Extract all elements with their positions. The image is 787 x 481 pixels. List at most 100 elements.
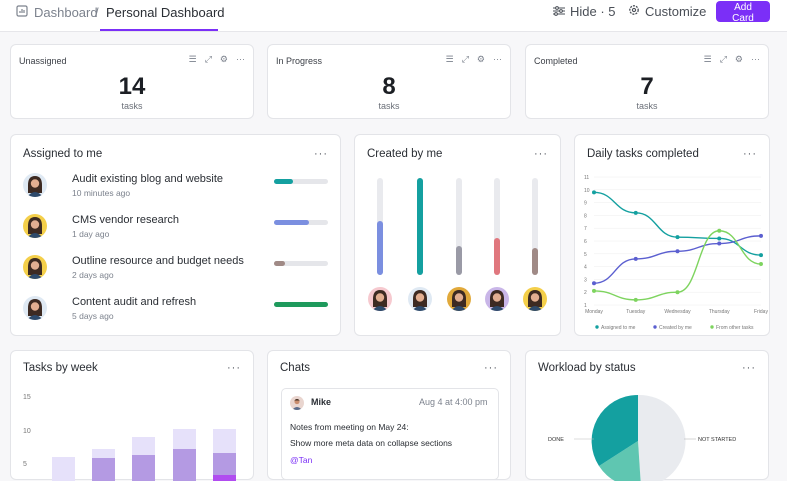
stat-title: Unassigned [19, 56, 67, 66]
week-bar-mid [173, 449, 196, 481]
progress-bar [274, 179, 328, 184]
filter-icon[interactable]: ☰ [703, 54, 712, 64]
stat-title: In Progress [276, 56, 323, 66]
workload-pie: DONE NOT STARTED [548, 394, 736, 481]
breadcrumb-current[interactable]: Personal Dashboard [106, 5, 225, 20]
x-tick-label: Tuesday [626, 309, 645, 315]
daily-line-chart: 1 2 3 4 5 6 7 8 9 10 11 Monday Tuesday Wednesday Thurs… [584, 175, 768, 331]
expand-icon[interactable]: ⤢ [204, 54, 212, 64]
y-tick-label: 9 [584, 201, 587, 207]
created-bar[interactable] [417, 178, 423, 275]
progress-fill [274, 302, 328, 307]
customize-button[interactable]: Customize [628, 4, 706, 19]
gear-icon[interactable]: ⚙ [476, 54, 485, 64]
y-tick-label: 6 [584, 239, 587, 245]
filter-icon[interactable]: ☰ [188, 54, 197, 64]
pie-slice-done [591, 394, 638, 466]
filter-sliders-icon [553, 4, 565, 19]
expand-icon[interactable]: ⤢ [719, 54, 727, 64]
more-icon[interactable]: ··· [743, 148, 757, 160]
avatar [23, 173, 47, 197]
data-point [675, 235, 680, 240]
filter-icon[interactable]: ☰ [445, 54, 454, 64]
task-name[interactable]: CMS vendor research [72, 214, 179, 226]
x-tick-label: Thursday [709, 309, 730, 315]
pie-slice-not-started [638, 394, 686, 481]
y-tick-label: 5 [584, 252, 587, 258]
progress-fill [274, 179, 293, 184]
expand-icon[interactable]: ⤢ [461, 54, 469, 64]
more-icon[interactable]: ··· [751, 54, 760, 64]
chat-author: Mike [311, 397, 332, 407]
legend-dot [595, 325, 599, 329]
more-icon[interactable]: ··· [534, 148, 548, 160]
hide-button[interactable]: Hide · 5 [553, 4, 616, 19]
gear-icon [628, 4, 640, 19]
add-card-button[interactable]: Add Card [716, 1, 770, 24]
created-bar-track [377, 178, 383, 275]
task-name[interactable]: Outline resource and budget needs [72, 255, 244, 267]
progress-bar [274, 220, 328, 225]
y-tick-label: 4 [584, 265, 587, 271]
chat-mention[interactable]: @Tan [290, 455, 313, 465]
chat-message[interactable]: Mike Aug 4 at 4:00 pm Notes from meeting… [281, 388, 499, 480]
avatar [290, 396, 304, 410]
y-tick-label: 10 [23, 428, 31, 435]
avatar [447, 287, 471, 311]
y-tick-label: 5 [23, 461, 27, 468]
gear-icon[interactable]: ⚙ [734, 54, 743, 64]
breadcrumb-dashboard[interactable]: Dashboard [34, 5, 98, 20]
avatar [408, 287, 432, 311]
data-point [633, 210, 638, 215]
task-name[interactable]: Content audit and refresh [72, 296, 197, 308]
gear-icon[interactable]: ⚙ [219, 54, 228, 64]
avatar [23, 296, 47, 320]
stat-unit: tasks [121, 101, 143, 111]
stat-value: 7 [640, 73, 654, 100]
y-tick-label: 11 [584, 175, 589, 181]
assigned-to-me-card: Assigned to me ··· Audit existing blog a… [10, 134, 341, 336]
created-bar-track [532, 178, 538, 275]
y-tick-label: 10 [584, 188, 590, 194]
created-bar[interactable] [532, 247, 538, 275]
data-point [592, 190, 596, 195]
more-icon[interactable]: ··· [742, 362, 756, 374]
data-point [759, 253, 763, 258]
y-tick-label: 8 [584, 213, 587, 219]
more-icon[interactable]: ··· [493, 54, 502, 64]
data-point [675, 290, 680, 295]
stat-title: Completed [534, 56, 578, 66]
created-by-me-card: Created by me ··· [354, 134, 561, 336]
task-name[interactable]: Audit existing blog and website [72, 173, 224, 185]
created-bar[interactable] [377, 220, 383, 275]
weekly-bar-chart: 15 10 5 [23, 394, 236, 481]
legend-dot [653, 325, 657, 329]
progress-bar [274, 261, 328, 266]
active-tab-underline [100, 29, 218, 31]
created-bar[interactable] [494, 238, 500, 275]
tasks-by-week-card: Tasks by week ··· 15 10 5 [10, 350, 254, 481]
more-icon[interactable]: ··· [314, 148, 328, 160]
legend-label: Created by me [659, 325, 692, 331]
stat-card-unassigned: Unassigned ☰ ⤢ ⚙ ··· 14 tasks [10, 44, 254, 119]
card-title: Daily tasks completed [587, 148, 699, 160]
card-title: Assigned to me [23, 148, 103, 160]
card-toolbar: ☰ ⤢ ⚙ ··· [446, 54, 502, 65]
created-bar-track [417, 178, 423, 275]
dashboard-icon [16, 5, 28, 20]
hide-label: Hide · 5 [570, 4, 616, 19]
more-icon[interactable]: ··· [236, 54, 245, 64]
data-point [592, 288, 596, 293]
created-bar[interactable] [456, 245, 462, 275]
legend-label: Assigned to me [601, 325, 636, 331]
more-icon[interactable]: ··· [484, 362, 498, 374]
progress-fill [274, 220, 310, 225]
breadcrumb-separator: / [95, 5, 99, 20]
stat-value: 8 [382, 73, 396, 100]
daily-tasks-card: Daily tasks completed ··· 1 2 3 4 5 6 7 8 9 10 11 M… [574, 134, 770, 336]
more-icon[interactable]: ··· [227, 362, 241, 374]
data-point [675, 249, 680, 254]
legend-label: From other tasks [716, 325, 754, 331]
customize-label: Customize [645, 4, 707, 19]
avatar [368, 287, 392, 311]
